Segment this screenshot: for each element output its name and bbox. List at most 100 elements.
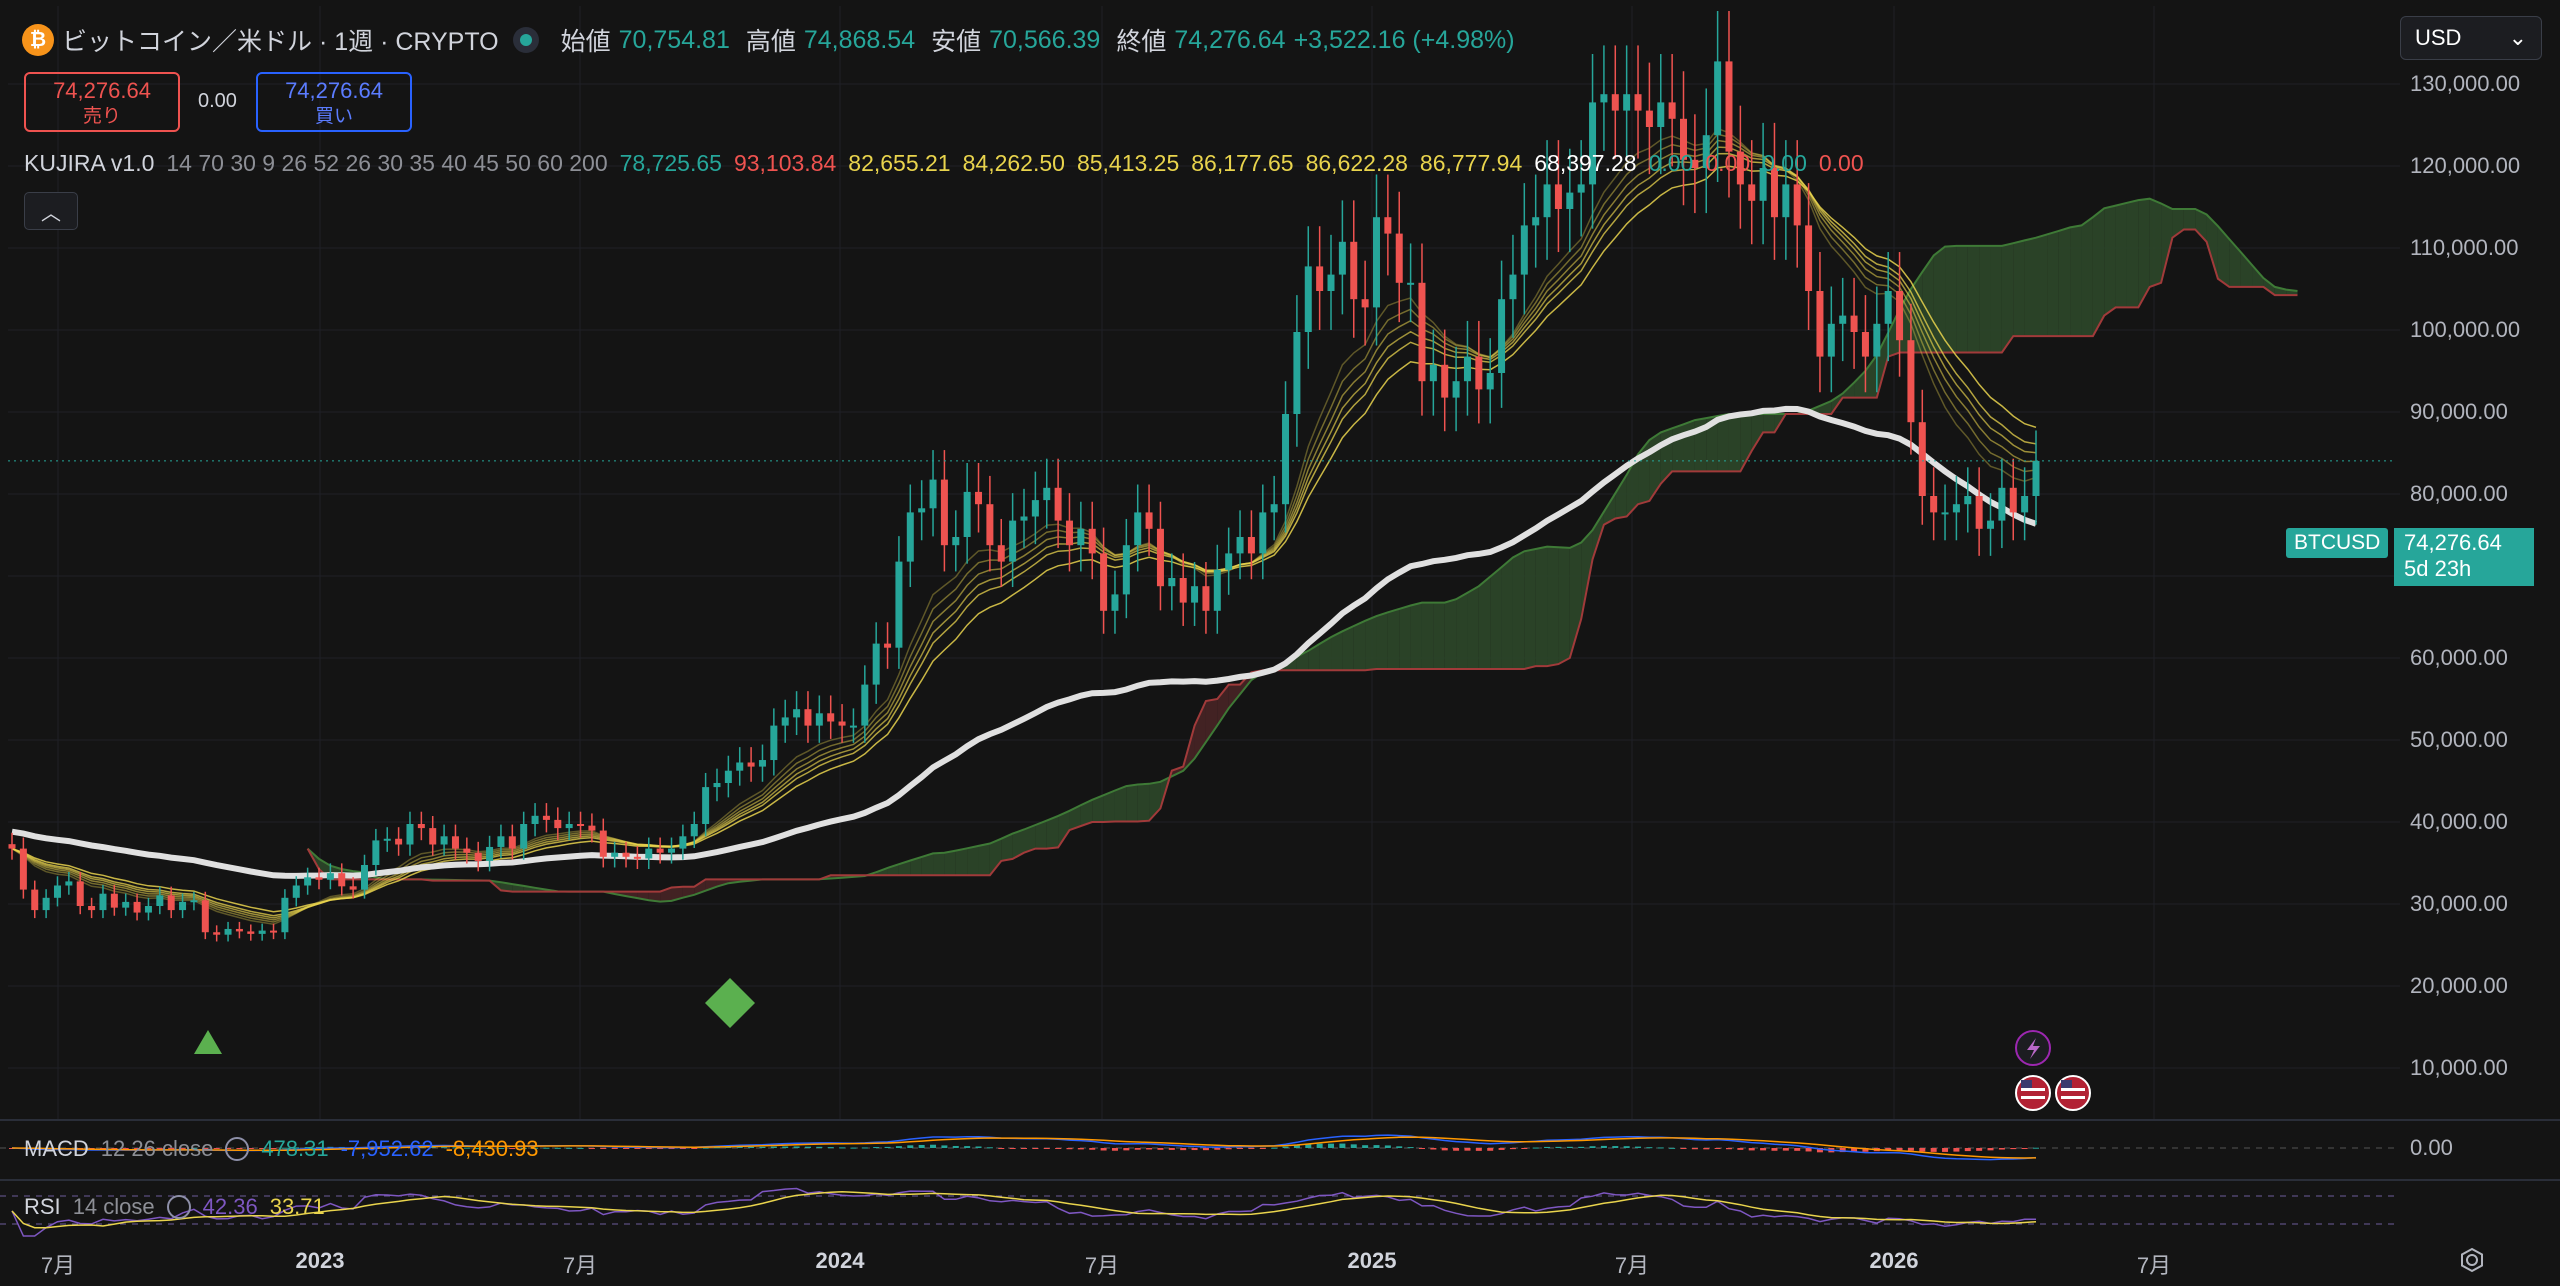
macd-histogram-bar [1225, 1148, 1232, 1150]
candle-body [315, 877, 323, 880]
ichimoku-cloud [1421, 602, 1434, 670]
buy-button[interactable]: 74,276.64 買い [256, 72, 412, 132]
macd-histogram-bar [1293, 1145, 1300, 1148]
macd-histogram-bar [1464, 1148, 1471, 1151]
candle-body [1168, 578, 1176, 587]
candle-body [940, 479, 948, 546]
macd-histogram-bar [1077, 1148, 1084, 1150]
symbol-title[interactable]: ビットコイン／米ドル · 1週 · CRYPTO [62, 28, 499, 56]
candle-body [1486, 373, 1494, 390]
candle-body [633, 856, 641, 859]
candle-body [179, 901, 187, 911]
macd-histogram-bar [1237, 1148, 1244, 1149]
macd-histogram-bar [1066, 1148, 1073, 1150]
candle-body [1304, 266, 1312, 332]
candle-body [1088, 528, 1096, 554]
signal-diamond-marker [705, 978, 755, 1028]
indicator-legend[interactable]: KUJIRA v1.0 14 70 30 9 26 52 26 30 35 40… [24, 150, 1864, 177]
currency-select[interactable]: USD ⌄ [2400, 16, 2542, 60]
candle-body [815, 713, 823, 726]
price-axis-label: 100,000.00 [2410, 317, 2521, 342]
candle-body [1202, 586, 1210, 611]
settings-gear-icon[interactable] [2458, 1246, 2486, 1274]
candle-body [1714, 61, 1722, 136]
macd-histogram-bar [520, 1147, 527, 1149]
macd-histogram-bar [1021, 1148, 1027, 1149]
candle-body [1498, 299, 1506, 373]
candle-body [1122, 545, 1130, 595]
candle-body [577, 824, 585, 826]
ichimoku-cloud [1228, 684, 1241, 709]
macd-histogram-bar [1441, 1148, 1448, 1151]
macd-value-2: -7,952.62 [340, 1136, 434, 1161]
macd-histogram-bar [1271, 1147, 1278, 1149]
rsi-value-1: 42.36 [202, 1194, 258, 1219]
ichimoku-cloud [1058, 810, 1070, 848]
macd-histogram-bar [134, 1148, 141, 1149]
rsi-legend[interactable]: RSI 14 close 42.36 33.71 [24, 1194, 325, 1220]
spread-value: 0.00 [198, 90, 237, 112]
ichimoku-cloud [2229, 239, 2241, 287]
candle-body [42, 897, 50, 911]
macd-histogram-bar [1214, 1148, 1221, 1150]
candle-body [929, 479, 937, 509]
ichimoku-cloud [1103, 790, 1115, 822]
indicator-value: 93,103.84 [733, 150, 837, 176]
macd-histogram-bar [1362, 1145, 1369, 1148]
candle-body [53, 885, 61, 898]
macd-histogram-bar [1509, 1148, 1516, 1150]
candle-body [713, 783, 721, 788]
candle-body [1236, 537, 1244, 554]
candle-body [1680, 118, 1688, 160]
price-axis-label: 80,000.00 [2410, 481, 2508, 506]
candle-body [1668, 102, 1676, 119]
ichimoku-cloud [2138, 198, 2150, 308]
collapse-legend-button[interactable]: ︿ [24, 192, 78, 230]
macd-histogram-bar [1919, 1148, 1926, 1152]
ichimoku-cloud [1819, 401, 1832, 414]
macd-histogram-bar [1896, 1148, 1903, 1151]
macd-legend[interactable]: MACD 12 26 close 478.31 -7,952.62 -8,430… [24, 1136, 539, 1162]
macd-histogram-bar [293, 1147, 300, 1149]
ichimoku-cloud [1660, 428, 1673, 484]
macd-histogram-bar [1339, 1143, 1346, 1148]
macd-histogram-bar [748, 1146, 755, 1148]
cycle-icon [166, 1195, 191, 1219]
candle-body [1611, 94, 1619, 111]
candle-body [292, 885, 300, 898]
macd-histogram-bar [486, 1147, 493, 1149]
candle-body [270, 930, 278, 933]
macd-histogram-bar [1430, 1148, 1437, 1150]
change-value: +3,522.16 (+4.98%) [1293, 25, 1515, 54]
macd-histogram-bar [1566, 1146, 1573, 1148]
ema-ribbon-line [11, 165, 2037, 913]
indicator-value: 0.00 [1762, 150, 1807, 176]
ichimoku-cloud [967, 845, 979, 876]
ichimoku-cloud [910, 856, 922, 876]
ichimoku-cloud [1524, 548, 1536, 670]
macd-histogram-bar [1600, 1145, 1607, 1148]
sell-label: 売り [82, 106, 121, 127]
candle-body [986, 504, 994, 546]
macd-histogram-bar [1987, 1148, 1994, 1151]
candle-body [1179, 578, 1187, 603]
candle-body [747, 762, 755, 767]
macd-histogram-bar [941, 1145, 948, 1148]
sell-button[interactable]: 74,276.64 売り [24, 72, 180, 132]
macd-histogram-bar [1623, 1146, 1630, 1148]
ichimoku-cloud [1137, 783, 1150, 822]
low-label: 安値 [931, 28, 982, 56]
candle-body [1350, 241, 1358, 300]
candle-body [1554, 184, 1562, 209]
ichimoku-cloud [1114, 786, 1127, 822]
chevron-up-icon: ︿ [41, 202, 61, 225]
candle-body [645, 848, 653, 859]
macd-histogram-bar [1384, 1145, 1391, 1148]
ichimoku-cloud [1342, 625, 1354, 671]
macd-histogram-bar [452, 1147, 459, 1149]
candle-body [167, 895, 175, 911]
macd-signal-line [11, 1136, 2037, 1159]
candle-body [1316, 266, 1324, 291]
macd-histogram-bar [930, 1144, 937, 1148]
